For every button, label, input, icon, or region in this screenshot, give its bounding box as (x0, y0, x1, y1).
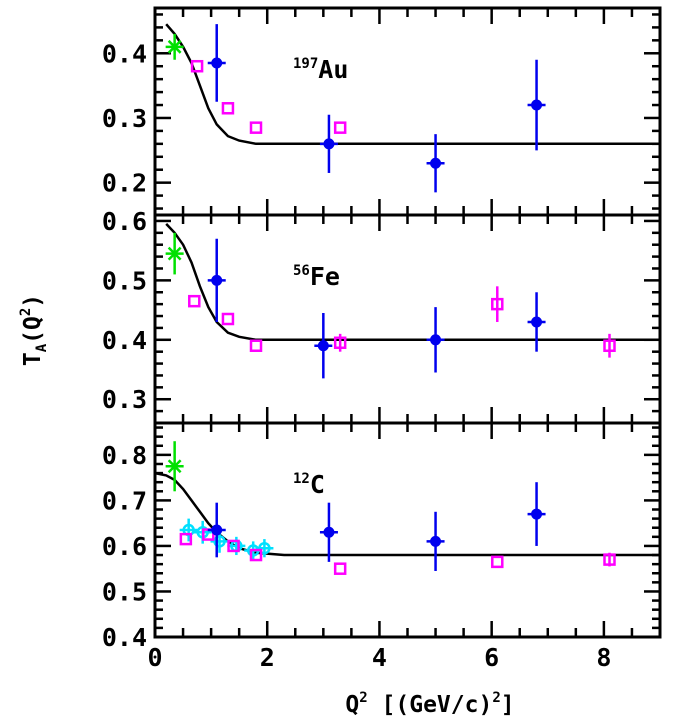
data-point-square (333, 562, 347, 575)
data-point-square (221, 102, 235, 115)
x-tick-labels: 0 2 4 6 8 (147, 643, 611, 672)
y-tick-label: 0.2 (102, 169, 147, 198)
y-tick-label: 0.5 (102, 577, 147, 606)
data-point-circle (211, 524, 223, 536)
data-point-square (190, 59, 204, 73)
x-tick-label: 6 (484, 643, 499, 672)
y-tick-label: 0.4 (102, 623, 147, 652)
data-point-square (249, 121, 263, 134)
data-point-open-circle (258, 541, 271, 555)
panel-frame (153, 421, 662, 639)
theory-curve (165, 23, 660, 146)
data-point-open-circle (213, 535, 226, 548)
data-point-square (603, 339, 616, 352)
data-point-circle (430, 535, 442, 547)
data-point-square (221, 312, 235, 326)
data-point-circle (531, 99, 543, 111)
data-point-square (333, 336, 347, 350)
panel-label-sup: 197 (293, 56, 318, 72)
panel-label-main: Au (318, 55, 348, 84)
panel-1: 0.2 0.3 0.4 197Au (102, 6, 662, 217)
y-tick-label: 0.8 (102, 441, 147, 470)
data-point-circle (317, 340, 329, 352)
data-point-circle (323, 138, 335, 150)
theory-curve (165, 223, 660, 342)
panel-nucleus-label: 56Fe (293, 262, 340, 291)
y-tick-label: 0.3 (102, 104, 147, 133)
data-point-square (603, 553, 616, 566)
data-point-square (188, 294, 201, 308)
data-point-circle (211, 57, 223, 69)
data-point-circle (430, 157, 442, 169)
panel-label-main: C (310, 470, 325, 499)
data-point-square (333, 121, 347, 134)
panel-frame (153, 213, 662, 425)
data-point-square (491, 555, 504, 569)
data-point-circle (531, 508, 543, 520)
data-point-square (249, 548, 263, 562)
panel-nucleus-label: 197Au (293, 55, 348, 84)
x-axis-title: Q2 [(GeV/c)2] (345, 690, 514, 718)
data-point-star (167, 39, 182, 54)
y-tick-label: 0.6 (102, 532, 147, 561)
panel-label-main: Fe (310, 262, 340, 291)
data-point-square (491, 297, 504, 311)
panel-frame (153, 6, 662, 217)
data-point-circle (211, 274, 223, 286)
x-tick-label: 8 (596, 643, 611, 672)
panel-2: 0.3 0.4 0.5 0.6 56Fe (102, 207, 662, 425)
data-point-star (167, 459, 182, 474)
panels-group: 0.20.30.4 197Au0.30.40.50.656Fe0.40.50.60… (102, 6, 662, 652)
panel-label-sup: 56 (293, 263, 310, 279)
data-point-square (249, 339, 263, 352)
data-point-square (227, 539, 240, 553)
theory-curve (154, 471, 660, 557)
panel-label-sup: 12 (293, 471, 310, 487)
x-tick-label: 4 (372, 643, 387, 672)
y-tick-label: 0.3 (102, 385, 147, 414)
y-tick-label: 0.4 (102, 326, 147, 355)
data-point-circle (323, 526, 335, 538)
y-tick-label: 0.6 (102, 207, 147, 236)
panel-nucleus-label: 12C (293, 470, 325, 499)
data-point-square (179, 532, 193, 546)
y-axis-title: TA(Q2) (18, 294, 50, 366)
y-tick-label: 0.5 (102, 266, 147, 295)
y-tick-label: 0.4 (102, 39, 147, 68)
y-tick-label: 0.7 (102, 486, 147, 515)
panel-3: 0.4 0.5 0.6 0.7 0.8 12C (102, 421, 662, 652)
data-point-circle (531, 316, 543, 328)
data-point-circle (430, 334, 442, 346)
x-tick-label: 0 (147, 643, 162, 672)
x-tick-label: 2 (260, 643, 275, 672)
data-point-star (167, 246, 182, 261)
